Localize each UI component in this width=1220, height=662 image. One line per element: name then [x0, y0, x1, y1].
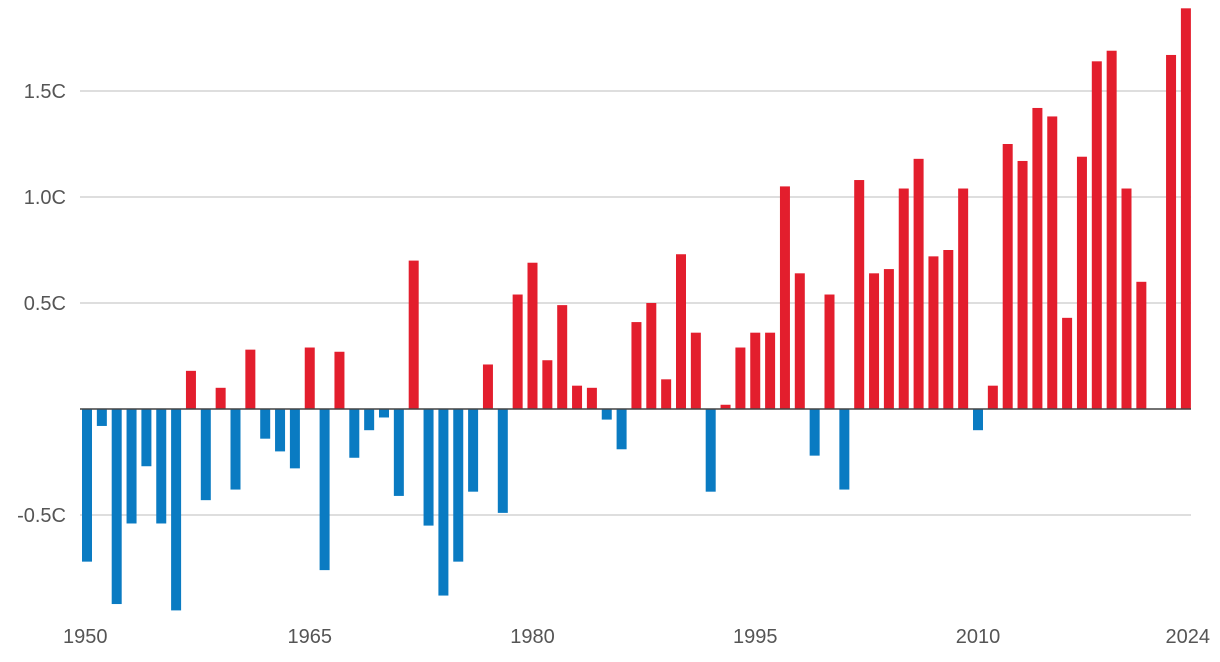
bar-1954 [141, 409, 152, 467]
bar-1983 [572, 385, 583, 409]
bar-1969 [364, 409, 375, 431]
bar-1974 [438, 409, 449, 596]
bar-1963 [275, 409, 286, 452]
bar-1977 [482, 364, 493, 409]
bar-1998 [794, 273, 805, 409]
bar-1994 [735, 347, 746, 409]
x-tick-label: 1995 [733, 626, 778, 648]
bar-2006 [913, 158, 924, 409]
bar-2019 [1106, 50, 1117, 409]
bar-1956 [171, 409, 182, 611]
bar-2023 [1166, 54, 1177, 410]
bar-1964 [289, 409, 300, 469]
bar-1992 [705, 409, 716, 492]
bar-1980 [527, 262, 538, 409]
bar-1962 [260, 409, 271, 439]
bar-2013 [1017, 160, 1028, 409]
bar-1961 [245, 349, 256, 409]
bar-1959 [215, 387, 226, 409]
bar-1952 [111, 409, 122, 605]
bar-1979 [512, 294, 523, 409]
bar-1958 [200, 409, 211, 501]
bar-2016 [1062, 317, 1073, 409]
bar-1981 [542, 360, 553, 409]
bar-2005 [898, 188, 909, 409]
bar-1996 [765, 332, 776, 409]
bar-1984 [586, 387, 597, 409]
bar-1951 [96, 409, 107, 426]
x-tick-label: 1965 [288, 626, 333, 648]
bar-1990 [676, 254, 686, 409]
bar-1997 [779, 186, 790, 409]
bar-2007 [928, 256, 939, 409]
bar-1982 [557, 305, 568, 409]
bar-1971 [393, 409, 404, 496]
bar-1950 [82, 409, 92, 562]
bar-1960 [230, 409, 241, 490]
bar-1999 [809, 409, 820, 456]
bar-1995 [750, 332, 761, 409]
bar-1967 [334, 351, 345, 409]
x-tick-label: 2024 [1166, 626, 1211, 648]
bar-1986 [616, 409, 627, 450]
bar-1953 [126, 409, 137, 524]
bar-2008 [943, 250, 954, 409]
bar-1976 [468, 409, 479, 492]
bar-1978 [497, 409, 508, 513]
bar-2002 [854, 180, 865, 409]
bar-1966 [319, 409, 330, 571]
x-tick-label: 2010 [956, 626, 1001, 648]
bar-2021 [1136, 281, 1147, 409]
bar-2009 [958, 188, 969, 409]
bar-1955 [156, 409, 167, 524]
bar-2020 [1121, 188, 1132, 409]
bar-1968 [349, 409, 360, 458]
bar-1993 [720, 404, 731, 409]
bar-1970 [379, 409, 389, 418]
bar-1973 [423, 409, 434, 526]
bar-1987 [631, 322, 642, 409]
x-tick-label: 1980 [510, 626, 555, 648]
bar-2015 [1047, 116, 1058, 409]
bar-2003 [869, 273, 880, 409]
bar-layer [82, 8, 1191, 611]
axis-layer: -0.5C 0.5C 1.0C 1.5C 1950 1965 1980 1995 2010 202… [17, 81, 1210, 648]
bar-1991 [690, 332, 701, 409]
bar-1957 [185, 370, 196, 409]
y-tick-label: 1.0C [24, 187, 66, 209]
bar-2017 [1076, 156, 1087, 409]
bar-2011 [987, 385, 998, 409]
bar-2024 [1180, 8, 1191, 409]
bar-1985 [601, 409, 612, 420]
bar-2018 [1091, 61, 1102, 409]
y-tick-label: -0.5C [17, 505, 66, 527]
bar-1988 [646, 303, 657, 409]
y-tick-label: 0.5C [24, 293, 66, 315]
bar-1975 [453, 409, 464, 562]
bar-2001 [839, 409, 850, 490]
bar-2004 [883, 269, 894, 409]
bar-2012 [1002, 144, 1013, 409]
bar-1989 [661, 379, 672, 409]
bar-2014 [1032, 107, 1043, 410]
bar-1972 [408, 260, 419, 409]
y-tick-label: 1.5C [24, 81, 66, 103]
bar-1965 [304, 347, 315, 409]
bar-2000 [824, 294, 835, 409]
bar-2010 [973, 409, 983, 431]
x-tick-label: 1950 [63, 626, 108, 648]
